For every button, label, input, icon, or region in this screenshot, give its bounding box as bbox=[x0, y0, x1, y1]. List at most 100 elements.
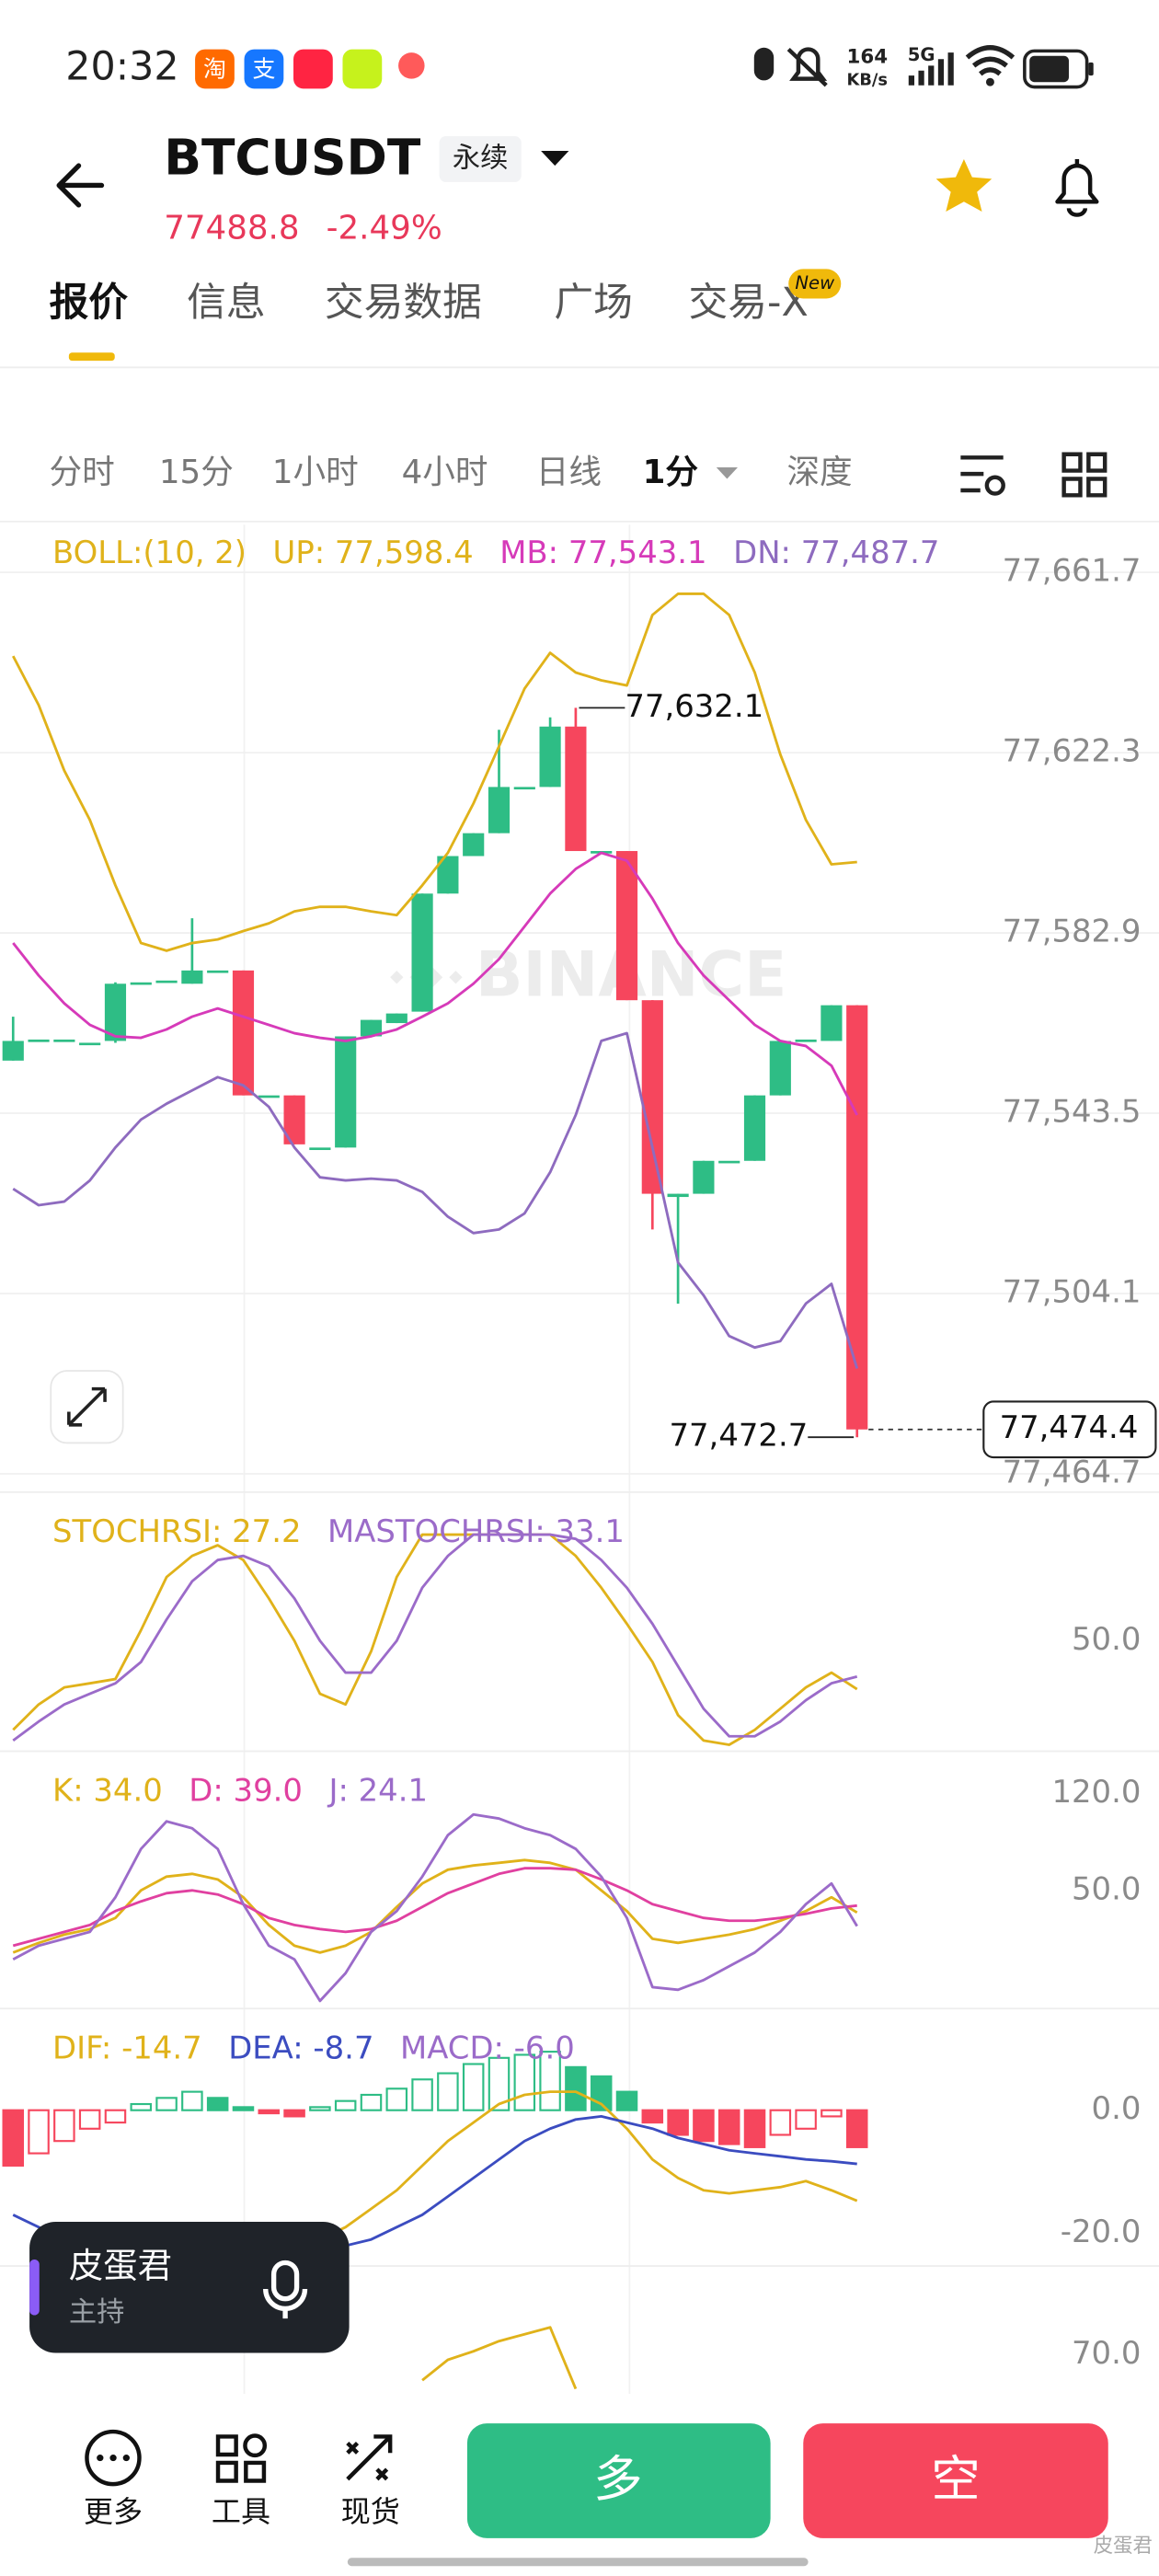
y-tick-label: 77,504.1 bbox=[1003, 1274, 1142, 1310]
battery-level bbox=[1029, 55, 1069, 83]
last-price-box bbox=[982, 1400, 1157, 1459]
macd-bar bbox=[693, 2109, 715, 2143]
home-indicator bbox=[347, 2558, 809, 2567]
indicator-line bbox=[12, 1867, 857, 1948]
candle-body bbox=[28, 1039, 50, 1042]
candle-body bbox=[130, 982, 152, 985]
last-price: 77488.8 bbox=[164, 210, 299, 247]
candle-body bbox=[820, 1005, 843, 1041]
candle-body bbox=[463, 833, 485, 857]
toolbar-label[interactable]: 更多 bbox=[84, 2494, 143, 2529]
last-price-label: 77,474.4 bbox=[1000, 1409, 1139, 1445]
macd-bar bbox=[667, 2109, 689, 2136]
candle-body bbox=[437, 856, 459, 894]
candle-body bbox=[769, 1041, 791, 1096]
legend-item: D: 39.0 bbox=[189, 1773, 303, 1809]
legend-item: K: 34.0 bbox=[52, 1773, 163, 1809]
candle-body bbox=[846, 1005, 868, 1430]
candle-body bbox=[488, 787, 511, 834]
candle-body bbox=[539, 726, 561, 788]
candle-body bbox=[232, 970, 255, 1096]
legend-item: J: 24.1 bbox=[327, 1773, 428, 1809]
short-button[interactable] bbox=[803, 2423, 1108, 2538]
tools-icon bbox=[243, 2433, 268, 2458]
toolbar-label[interactable]: 工具 bbox=[212, 2494, 270, 2529]
favorite-star[interactable] bbox=[935, 158, 993, 212]
macd-bar bbox=[743, 2109, 766, 2148]
tab[interactable]: 信息 bbox=[187, 280, 266, 326]
symbol: BTCUSDT bbox=[164, 128, 421, 186]
contract-type: 永续 bbox=[453, 142, 509, 174]
app-icon bbox=[244, 49, 284, 89]
legend-item: MACD: -6.0 bbox=[400, 2030, 575, 2065]
symbol-dropdown[interactable] bbox=[541, 151, 569, 167]
alert-bell[interactable] bbox=[1055, 163, 1099, 217]
spot-icon[interactable] bbox=[346, 2434, 393, 2481]
candle-body bbox=[411, 893, 433, 1012]
candle-body bbox=[283, 1095, 305, 1144]
host-role: 主持 bbox=[69, 2296, 125, 2329]
candle-body bbox=[53, 1039, 75, 1042]
back-button[interactable] bbox=[56, 163, 105, 208]
candle-body bbox=[181, 970, 203, 984]
toolbar-label[interactable]: 现货 bbox=[341, 2494, 400, 2529]
candle-body bbox=[667, 1193, 689, 1198]
layout-button[interactable] bbox=[1061, 452, 1107, 498]
app-icon bbox=[293, 49, 333, 89]
macd-bar bbox=[258, 2109, 281, 2115]
extreme-label: 77,472.7 bbox=[669, 1418, 808, 1454]
short-button-text: 空 bbox=[931, 2450, 980, 2508]
interval-active[interactable]: 1分 bbox=[643, 454, 699, 491]
tab[interactable]: 交易-X bbox=[689, 280, 809, 326]
macd-bar bbox=[2, 2109, 25, 2168]
interval[interactable]: 深度 bbox=[786, 454, 852, 491]
candle-body bbox=[360, 1019, 383, 1037]
candle-body bbox=[155, 980, 178, 983]
candle-body bbox=[615, 851, 638, 1001]
app-icon bbox=[342, 49, 383, 89]
indicator-line bbox=[12, 1533, 858, 1742]
interval[interactable]: 15分 bbox=[159, 454, 234, 491]
indicator-line bbox=[11, 592, 857, 952]
tab-active[interactable]: 报价 bbox=[49, 280, 128, 326]
indicator-settings[interactable] bbox=[960, 455, 1004, 493]
tab[interactable]: 广场 bbox=[554, 280, 633, 326]
y-tick-label: 50.0 bbox=[1072, 1870, 1141, 1906]
panel bbox=[12, 1812, 858, 2003]
macd-bar bbox=[565, 2065, 587, 2111]
macd-bar bbox=[385, 2087, 408, 2111]
macd-bar bbox=[155, 2097, 178, 2111]
legend-item: UP: 77,598.4 bbox=[273, 535, 474, 570]
interval[interactable]: 日线 bbox=[536, 454, 602, 491]
more-icon[interactable] bbox=[85, 2429, 142, 2487]
macd-bar bbox=[769, 2109, 792, 2136]
y-tick-label: 77,622.3 bbox=[1003, 733, 1142, 769]
charts: 77,661.7 77,622.3 77,582.9 77,543.5 77,504.1… bbox=[0, 535, 1159, 2390]
legend-item: DEA: -8.7 bbox=[228, 2030, 373, 2065]
interval[interactable]: 分时 bbox=[49, 454, 114, 491]
host-card[interactable] bbox=[29, 2221, 350, 2353]
macd-bar bbox=[104, 2109, 127, 2124]
mic-button[interactable] bbox=[270, 2260, 300, 2302]
interval[interactable]: 1小时 bbox=[272, 454, 359, 491]
tools-icon[interactable] bbox=[215, 2434, 267, 2483]
macd-bar bbox=[53, 2109, 75, 2143]
app-icon-text: 淘 bbox=[203, 56, 226, 83]
macd-bar bbox=[283, 2109, 305, 2118]
host-name: 皮蛋君 bbox=[69, 2245, 172, 2285]
extreme-label: 77,632.1 bbox=[625, 688, 763, 724]
candle-body bbox=[693, 1160, 715, 1194]
indicator-line bbox=[12, 1533, 858, 1746]
long-button[interactable] bbox=[466, 2423, 771, 2538]
candle-body bbox=[258, 1095, 280, 1098]
panel bbox=[421, 2326, 578, 2390]
interval[interactable]: 4小时 bbox=[402, 454, 488, 491]
interval-dropdown[interactable] bbox=[716, 467, 738, 479]
macd-bar bbox=[232, 2106, 255, 2111]
tab[interactable]: 交易数据 bbox=[325, 280, 482, 326]
macd-bar bbox=[78, 2109, 101, 2130]
legend-item: DN: 77,487.7 bbox=[733, 535, 939, 570]
macd-bar bbox=[437, 2072, 459, 2111]
